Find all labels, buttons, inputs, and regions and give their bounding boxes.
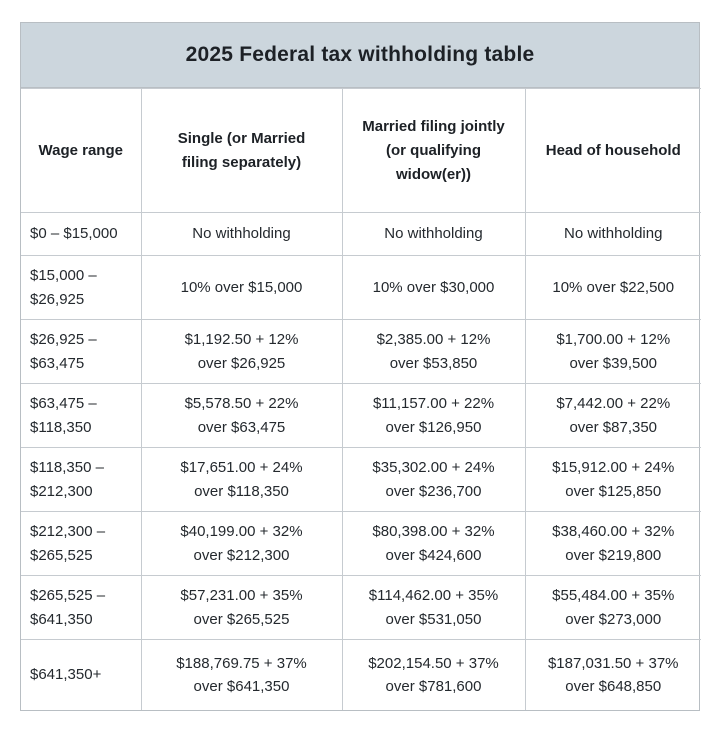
withholding-cell: $80,398.00 + 32% over $424,600 bbox=[341, 511, 526, 576]
tax-table-header-row: Wage range Single (or Married filing sepa… bbox=[21, 88, 701, 213]
withholding-cell: $1,192.50 + 12% over $26,925 bbox=[140, 319, 343, 384]
column-header: Single (or Married filing separately) bbox=[140, 88, 343, 213]
table-row: $118,350 – $212,300 $17,651.00 + 24% over… bbox=[21, 447, 701, 512]
withholding-cell: No withholding bbox=[341, 212, 526, 256]
wage-range-cell: $0 – $15,000 bbox=[21, 212, 142, 256]
withholding-cell: $55,484.00 + 35% over $273,000 bbox=[524, 575, 701, 640]
table-row: $15,000 – $26,925 10% over $15,000 10% ove… bbox=[21, 255, 701, 320]
table-row: $265,525 – $641,350 $57,231.00 + 35% over… bbox=[21, 575, 701, 640]
withholding-cell: 10% over $30,000 bbox=[341, 255, 526, 320]
withholding-cell: $17,651.00 + 24% over $118,350 bbox=[140, 447, 343, 512]
withholding-cell: No withholding bbox=[140, 212, 343, 256]
wage-range-cell: $15,000 – $26,925 bbox=[21, 255, 142, 320]
withholding-cell: $188,769.75 + 37% over $641,350 bbox=[140, 639, 343, 710]
withholding-cell: $2,385.00 + 12% over $53,850 bbox=[341, 319, 526, 384]
table-row: $0 – $15,000 No withholding No withholding… bbox=[21, 212, 701, 256]
withholding-cell: $57,231.00 + 35% over $265,525 bbox=[140, 575, 343, 640]
withholding-cell: $11,157.00 + 22% over $126,950 bbox=[341, 383, 526, 448]
withholding-cell: $35,302.00 + 24% over $236,700 bbox=[341, 447, 526, 512]
wage-range-cell: $265,525 – $641,350 bbox=[21, 575, 142, 640]
withholding-cell: $114,462.00 + 35% over $531,050 bbox=[341, 575, 526, 640]
tax-table-body: $0 – $15,000 No withholding No withholding… bbox=[21, 212, 701, 710]
wage-range-cell: $63,475 – $118,350 bbox=[21, 383, 142, 448]
withholding-cell: No withholding bbox=[524, 212, 701, 256]
withholding-cell: $40,199.00 + 32% over $212,300 bbox=[140, 511, 343, 576]
withholding-cell: $38,460.00 + 32% over $219,800 bbox=[524, 511, 701, 576]
wage-range-cell: $26,925 – $63,475 bbox=[21, 319, 142, 384]
withholding-cell: 10% over $15,000 bbox=[140, 255, 343, 320]
withholding-cell: $5,578.50 + 22% over $63,475 bbox=[140, 383, 343, 448]
table-title: 2025 Federal tax withholding table bbox=[185, 43, 535, 66]
column-header: Married filing jointly (or qualifying wi… bbox=[341, 88, 526, 213]
table-row: $26,925 – $63,475 $1,192.50 + 12% over $2… bbox=[21, 319, 701, 384]
column-header: Wage range bbox=[21, 88, 142, 213]
table-row: $63,475 – $118,350 $5,578.50 + 22% over $… bbox=[21, 383, 701, 448]
table-row: $212,300 – $265,525 $40,199.00 + 32% over… bbox=[21, 511, 701, 576]
withholding-cell: 10% over $22,500 bbox=[524, 255, 701, 320]
table-title-bar: 2025 Federal tax withholding table bbox=[21, 23, 699, 88]
table-row: $641,350+ $188,769.75 + 37% over $641,350… bbox=[21, 639, 701, 710]
column-header: Head of household bbox=[524, 88, 701, 213]
tax-withholding-table: 2025 Federal tax withholding table Wage … bbox=[20, 22, 701, 711]
withholding-cell: $202,154.50 + 37% over $781,600 bbox=[341, 639, 526, 710]
withholding-cell: $1,700.00 + 12% over $39,500 bbox=[524, 319, 701, 384]
tax-table: Wage range Single (or Married filing sepa… bbox=[21, 88, 701, 710]
wage-range-cell: $212,300 – $265,525 bbox=[21, 511, 142, 576]
withholding-cell: $7,442.00 + 22% over $87,350 bbox=[524, 383, 701, 448]
withholding-cell: $187,031.50 + 37% over $648,850 bbox=[524, 639, 701, 710]
wage-range-cell: $641,350+ bbox=[21, 639, 142, 710]
wage-range-cell: $118,350 – $212,300 bbox=[21, 447, 142, 512]
withholding-cell: $15,912.00 + 24% over $125,850 bbox=[524, 447, 701, 512]
